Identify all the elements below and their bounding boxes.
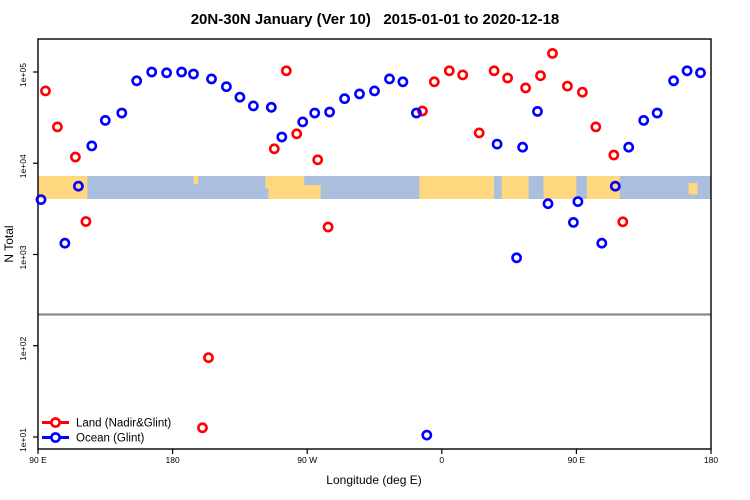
data-point-ocean: [116, 107, 128, 119]
data-point-land: [322, 221, 334, 233]
y-axis-title: N Total: [2, 225, 16, 262]
map-band-land: [543, 176, 577, 199]
data-point-ocean: [176, 66, 187, 78]
data-point-land: [488, 65, 500, 77]
map-band-land: [688, 182, 698, 195]
data-point-ocean: [234, 91, 246, 103]
data-point-land: [617, 216, 629, 228]
plot-box: [37, 38, 712, 450]
data-point-ocean: [532, 106, 543, 117]
data-point-ocean: [511, 252, 522, 264]
x-tick-label: 0: [439, 455, 444, 465]
data-point-ocean: [86, 140, 98, 152]
map-band-ocean: [38, 176, 711, 199]
data-point-ocean: [369, 85, 380, 97]
data-point-land: [203, 352, 214, 364]
data-point-land: [608, 149, 620, 161]
data-point-ocean: [421, 429, 433, 441]
map-band-land: [38, 176, 88, 199]
y-tick-label: 1e+02: [18, 337, 28, 361]
data-point-land: [268, 143, 280, 155]
legend-point: [50, 432, 61, 443]
data-point-ocean: [397, 76, 409, 88]
x-tick-label: 180: [704, 455, 718, 465]
data-point-ocean: [568, 216, 579, 228]
data-point-land: [80, 216, 92, 227]
data-point-ocean: [131, 75, 143, 87]
data-point-land: [502, 72, 513, 84]
data-point-ocean: [623, 141, 635, 153]
map-band-land: [586, 176, 620, 199]
x-tick-label: 90 E: [29, 455, 47, 465]
map-band-land: [501, 176, 529, 199]
data-point-ocean: [73, 180, 84, 192]
data-point-land: [291, 128, 303, 140]
data-point-land: [520, 82, 531, 94]
data-point-ocean: [220, 81, 232, 93]
data-point-ocean: [35, 194, 47, 205]
data-point-ocean: [276, 131, 288, 143]
legend-label-ocean: Ocean (Glint): [76, 433, 145, 445]
data-point-land: [547, 48, 558, 59]
map-band-land: [302, 185, 321, 199]
y-tick-label: 1e+01: [18, 428, 28, 452]
data-point-ocean: [188, 68, 199, 80]
data-point-land: [70, 151, 81, 163]
data-point-ocean: [384, 73, 395, 85]
data-point-ocean: [542, 198, 554, 210]
data-point-land: [577, 86, 588, 98]
y-tick-label: 1e+05: [18, 63, 28, 87]
data-point-ocean: [609, 180, 621, 192]
data-point-ocean: [206, 73, 217, 85]
data-point-ocean: [668, 75, 679, 87]
y-tick-label: 1e+03: [18, 245, 28, 269]
data-point-land: [562, 80, 573, 92]
data-point-ocean: [410, 107, 422, 119]
data-point-ocean: [517, 141, 528, 153]
data-point-ocean: [146, 66, 158, 78]
data-point-ocean: [265, 101, 277, 113]
chart-title: 20N-30N January (Ver 10) 2015-01-01 to 2…: [190, 11, 560, 28]
data-point-ocean: [491, 138, 503, 150]
data-point-ocean: [324, 106, 335, 118]
data-point-land: [443, 65, 455, 77]
data-point-land: [473, 127, 485, 139]
legend-label-land: Land (Nadir&Glint): [76, 418, 171, 430]
data-point-land: [535, 70, 546, 82]
x-axis-title: Longitude (deg E): [326, 473, 421, 487]
data-point-ocean: [247, 100, 259, 112]
data-point-ocean: [681, 65, 693, 77]
data-point-land: [416, 105, 428, 117]
data-point-ocean: [339, 93, 350, 105]
legend-point: [50, 417, 61, 428]
x-tick-label: 90 E: [568, 455, 586, 465]
data-point-land: [52, 121, 63, 133]
map-band-land: [193, 176, 199, 185]
map-band-land: [268, 176, 305, 199]
data-point-ocean: [651, 107, 663, 119]
data-point-ocean: [99, 115, 111, 126]
data-point-land: [590, 121, 602, 133]
data-point-land: [457, 69, 469, 81]
data-point-land: [312, 154, 324, 166]
x-tick-label: 90 W: [297, 455, 317, 465]
data-point-ocean: [638, 115, 650, 126]
data-point-ocean: [572, 196, 584, 207]
data-point-ocean: [59, 237, 71, 249]
map-band-land: [419, 176, 495, 199]
data-point-land: [40, 85, 51, 97]
data-point-ocean: [297, 116, 309, 128]
data-point-land: [428, 76, 440, 88]
data-point-ocean: [596, 237, 608, 249]
data-point-land: [280, 65, 292, 77]
data-point-land: [197, 422, 208, 434]
y-tick-label: 1e+04: [18, 154, 28, 178]
data-point-ocean: [309, 107, 321, 119]
data-point-ocean: [695, 67, 706, 79]
x-tick-label: 180: [166, 455, 180, 465]
data-point-ocean: [161, 67, 172, 79]
data-point-ocean: [354, 88, 365, 100]
